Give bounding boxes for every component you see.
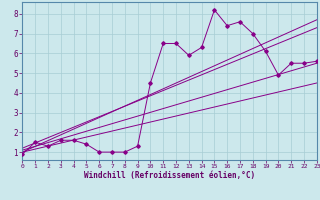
- X-axis label: Windchill (Refroidissement éolien,°C): Windchill (Refroidissement éolien,°C): [84, 171, 255, 180]
